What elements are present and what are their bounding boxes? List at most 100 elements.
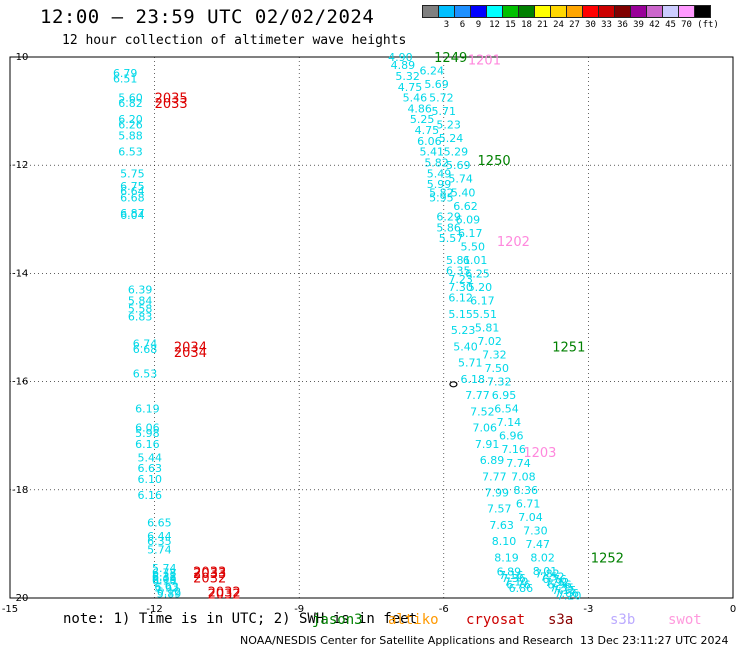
- wave-height-value: 5.44: [138, 451, 163, 464]
- wave-height-value: 7.02: [477, 335, 502, 348]
- pass-time-label: 1252: [591, 551, 624, 566]
- colorbar-tick-label: 12: [489, 20, 500, 30]
- wave-height-value: 7.82: [535, 568, 560, 581]
- wave-height-value: 5.51: [473, 308, 498, 321]
- wave-height-value: 4.75: [398, 81, 423, 94]
- wave-height-value: 6.25: [465, 267, 490, 280]
- wave-height-value: 8.02: [530, 551, 555, 564]
- wave-height-value: 6.29: [436, 211, 461, 224]
- colorbar-tick-label: 21: [537, 20, 548, 30]
- longitude-tick-label: -6: [439, 604, 449, 615]
- wave-height-value: 7.15: [552, 584, 577, 597]
- wave-height-value: 7.74: [506, 457, 531, 470]
- colorbar-tick-label: 42: [649, 20, 660, 30]
- wave-height-value: 5.46: [403, 92, 428, 105]
- wave-height-value: 6.01: [463, 254, 488, 267]
- wave-height-value: 5.74: [147, 543, 172, 556]
- wave-height-value: 6.96: [547, 579, 572, 592]
- wave-height-value: 4.86: [407, 102, 432, 115]
- wave-height-value: 6.95: [492, 389, 517, 402]
- wave-height-value: 5.40: [451, 186, 476, 199]
- wave-height-value: 5.25: [410, 113, 435, 126]
- pass-time-label: 2032: [193, 572, 226, 587]
- wave-height-value: 6.19: [135, 403, 160, 416]
- wave-height-value: 5.23: [436, 119, 461, 132]
- wave-height-value: 6.89: [480, 454, 505, 467]
- wave-height-value: 7.16: [499, 569, 524, 582]
- longitude-tick-label: -12: [146, 604, 162, 615]
- wave-height-value: 6.10: [138, 473, 163, 486]
- pass-time-label: 2032: [208, 587, 241, 602]
- pass-time-label: 1202: [497, 235, 530, 250]
- wave-height-value: 7.30: [448, 281, 473, 294]
- wave-height-value: 5.71: [458, 357, 483, 370]
- wave-height-value: 5.57: [439, 232, 464, 245]
- wave-height-value: 5.81: [475, 322, 500, 335]
- colorbar-tick-label: 36: [617, 20, 628, 30]
- wave-height-value: 6.35: [446, 265, 471, 278]
- footnote: note: 1) Time is in UTC; 2) SWH is in fe…: [63, 611, 418, 627]
- wave-height-value: 5.69: [424, 78, 449, 91]
- wave-height-value: 6.64: [120, 185, 145, 198]
- wave-height-value: 5.15: [448, 308, 473, 321]
- wave-height-value: 5.29: [444, 146, 469, 159]
- wave-height-value: 7.47: [526, 538, 551, 551]
- pass-time-label: 2033: [155, 97, 188, 112]
- pass-time-label: 2033: [193, 565, 226, 580]
- wave-height-value: 6.17: [458, 227, 483, 240]
- pass-time-label: 2032: [208, 585, 241, 600]
- wave-height-value: 6.12: [157, 585, 182, 598]
- island-outline: [449, 381, 458, 388]
- wave-height-value: 5.50: [460, 240, 485, 253]
- wave-height-value: 5.69: [446, 159, 471, 172]
- wave-height-value: 5.81: [446, 254, 471, 267]
- colorbar-swatch: [694, 5, 711, 18]
- wave-height-value: 7.57: [487, 503, 512, 516]
- wave-height-value: 6.39: [128, 284, 153, 297]
- wave-height-value: 7.63: [489, 519, 514, 532]
- wave-height-value: 5.71: [432, 105, 457, 118]
- wave-height-value: 5.86: [436, 221, 461, 234]
- wave-height-value: 7.16: [501, 443, 526, 456]
- satellite-legend-item: altiko: [388, 612, 439, 628]
- wave-height-value: 6.16: [138, 489, 163, 502]
- wave-height-value: 7.32: [487, 376, 512, 389]
- wave-height-value: 6.26: [118, 119, 143, 132]
- wave-height-value: 5.41: [420, 146, 445, 159]
- pass-time-label: 1203: [523, 446, 556, 461]
- wave-height-value: 7.20: [557, 590, 582, 603]
- wave-height-value: 7.77: [465, 389, 490, 402]
- wave-height-value: 6.06: [417, 135, 442, 148]
- colorbar-tick-label: 15: [505, 20, 516, 30]
- wave-height-value: 6.09: [152, 573, 177, 586]
- latitude-tick-label: -14: [12, 268, 28, 279]
- satellite-legend-item: swot: [668, 612, 702, 628]
- wave-height-value: 5.74: [448, 173, 473, 186]
- wave-height-value: 6.76: [542, 573, 567, 586]
- wave-height-value: 5.32: [395, 70, 420, 83]
- wave-height-value: 6.51: [113, 73, 138, 86]
- latitude-tick-label: -18: [12, 485, 28, 496]
- wave-height-value: 4.75: [415, 124, 440, 137]
- wave-height-value: 6.12: [448, 292, 473, 305]
- colorbar-labels: 3 6 9 12 15 18 21 24 27 30 33 36 39 42 45 70 (ft): [422, 20, 740, 34]
- wave-height-value: 6.79: [113, 67, 138, 80]
- longitude-tick-label: -3: [583, 604, 593, 615]
- colorbar-tick-label: 9: [475, 20, 482, 30]
- wave-height-value: 5.98: [135, 427, 160, 440]
- wave-height-value: 7.14: [497, 416, 522, 429]
- wave-height-value: 6.10: [152, 574, 177, 587]
- latitude-tick-label: -16: [12, 377, 28, 388]
- wave-height-value: 8.10: [492, 535, 517, 548]
- wave-height-value: 5.23: [451, 324, 476, 337]
- satellite-legend-item: jason3: [312, 612, 363, 628]
- wave-height-value: 6.82: [118, 97, 143, 110]
- wave-height-value: 7.08: [511, 470, 536, 483]
- colorbar-tick-label: 33: [601, 20, 612, 30]
- wave-height-value: 6.74: [133, 338, 158, 351]
- colorbar-tick-label: 18: [521, 20, 532, 30]
- wave-height-value: 6.31: [152, 571, 177, 584]
- wave-height-value: 6.62: [453, 200, 478, 213]
- wave-height-value: 5.82: [429, 186, 454, 199]
